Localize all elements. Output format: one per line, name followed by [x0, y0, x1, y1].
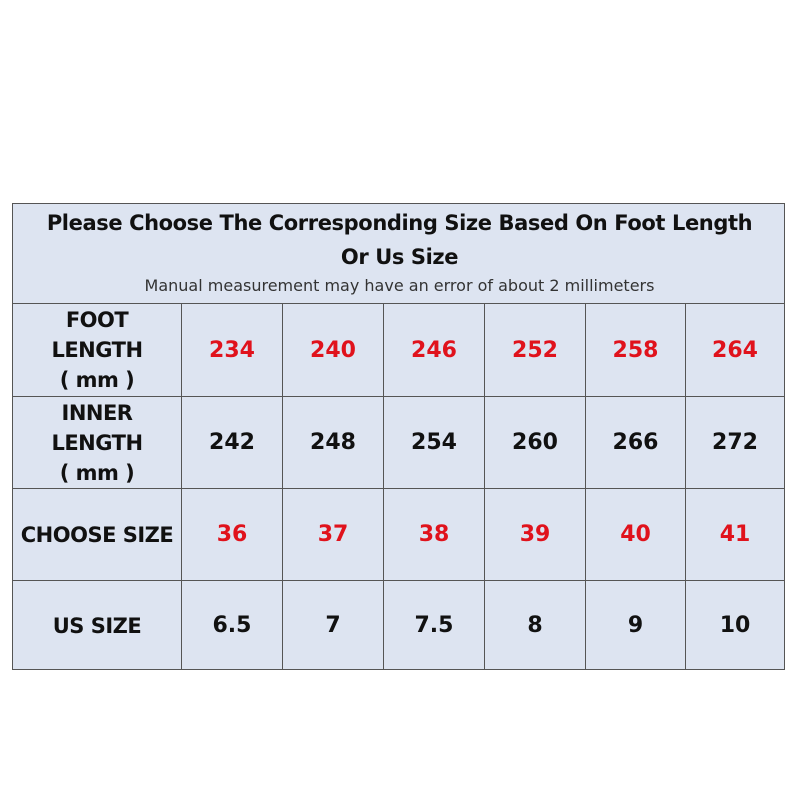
row-label: CHOOSE SIZE [20, 522, 174, 547]
value-cell: 252 [485, 303, 586, 396]
value: 266 [612, 430, 659, 455]
value-cell: 272 [686, 396, 784, 488]
row-label-cell: US SIZE [13, 580, 182, 670]
value: 41 [719, 522, 751, 547]
value-cell: 7.5 [384, 580, 485, 670]
value-cell: 242 [182, 396, 283, 488]
value-cell: 36 [182, 488, 283, 580]
value: 248 [310, 430, 356, 455]
value-cell: 6.5 [182, 580, 283, 670]
value-cell: 41 [686, 488, 784, 580]
value: 240 [310, 337, 356, 363]
value: 258 [612, 337, 659, 363]
value-cell: 38 [384, 488, 485, 580]
value: 260 [512, 430, 558, 455]
value: 6.5 [212, 613, 252, 638]
chart-subtitle: Manual measurement may have an error of … [144, 276, 655, 295]
value-cell: 39 [485, 488, 586, 580]
size-chart: Please Choose The Corresponding Size Bas… [12, 203, 785, 670]
value: 8 [527, 613, 543, 638]
value: 39 [519, 522, 551, 547]
value: 272 [712, 430, 758, 455]
value: 36 [216, 522, 248, 547]
row-label-cell: FOOT LENGTH ( mm ) [13, 303, 182, 396]
value: 38 [418, 522, 450, 547]
value-cell: 234 [182, 303, 283, 396]
value: 264 [712, 337, 758, 363]
row-label: ( mm ) [59, 368, 135, 392]
row-label: FOOT [65, 308, 129, 332]
value: 37 [317, 522, 349, 547]
row-label: LENGTH [51, 430, 143, 455]
value: 7.5 [414, 613, 454, 638]
value-cell: 240 [283, 303, 384, 396]
value-cell: 266 [586, 396, 686, 488]
value-cell: 7 [283, 580, 384, 670]
row-label: US SIZE [52, 613, 142, 638]
value-cell: 37 [283, 488, 384, 580]
value-cell: 8 [485, 580, 586, 670]
value-cell: 254 [384, 396, 485, 488]
value: 246 [411, 337, 457, 363]
row-label-cell: INNER LENGTH ( mm ) [13, 396, 182, 488]
value: 40 [620, 522, 651, 547]
value: 234 [209, 337, 255, 363]
row-label: ( mm ) [59, 460, 135, 485]
row-label-cell: CHOOSE SIZE [13, 488, 182, 580]
value: 252 [512, 337, 558, 363]
value-cell: 264 [686, 303, 784, 396]
row-label: LENGTH [51, 338, 143, 362]
value-cell: 260 [485, 396, 586, 488]
value-cell: 246 [384, 303, 485, 396]
value: 9 [627, 613, 644, 638]
value: 254 [411, 430, 457, 455]
value-cell: 9 [586, 580, 686, 670]
value: 7 [325, 613, 341, 638]
row-label: INNER [61, 400, 133, 425]
value: 242 [209, 430, 255, 455]
value-cell: 40 [586, 488, 686, 580]
chart-title: Please Choose The Corresponding Size Bas… [46, 211, 753, 269]
value-cell: 258 [586, 303, 686, 396]
value: 10 [719, 613, 751, 638]
value-cell: 10 [686, 580, 784, 670]
value-cell: 248 [283, 396, 384, 488]
